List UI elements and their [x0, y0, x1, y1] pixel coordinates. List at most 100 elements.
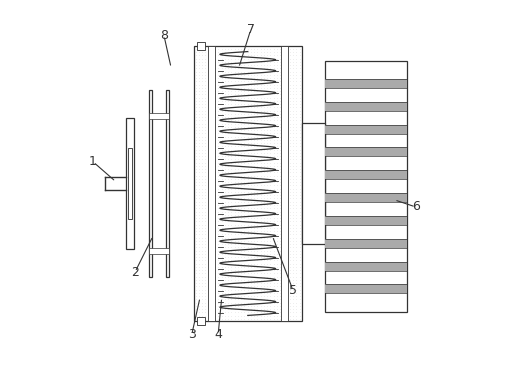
Point: [240, 300, 248, 306]
Point: [269, 222, 277, 228]
Point: [269, 143, 277, 149]
Point: [197, 143, 206, 149]
Point: [272, 241, 280, 247]
Point: [272, 267, 280, 273]
Point: [207, 95, 215, 101]
Point: [194, 179, 203, 185]
Point: [223, 88, 232, 94]
Point: [204, 75, 212, 81]
Point: [256, 137, 264, 143]
Point: [256, 283, 264, 289]
Point: [272, 101, 280, 107]
Point: [214, 114, 222, 120]
Point: [223, 166, 232, 172]
Point: [207, 101, 215, 107]
Point: [263, 257, 271, 263]
Point: [227, 137, 235, 143]
Point: [201, 105, 209, 110]
Point: [272, 179, 280, 185]
Point: [275, 111, 284, 117]
Point: [289, 56, 297, 62]
Point: [214, 59, 222, 65]
Point: [269, 228, 277, 234]
Point: [217, 46, 225, 52]
Point: [214, 222, 222, 228]
Point: [201, 225, 209, 231]
Point: [259, 297, 267, 302]
Point: [211, 56, 219, 62]
Point: [282, 69, 290, 75]
Point: [194, 306, 203, 312]
Point: [279, 238, 287, 244]
Point: [249, 75, 258, 81]
Point: [223, 297, 232, 302]
Point: [295, 303, 303, 309]
Point: [204, 202, 212, 208]
Point: [243, 215, 251, 221]
Point: [295, 95, 303, 101]
Point: [204, 127, 212, 133]
Point: [201, 251, 209, 257]
Point: [289, 163, 297, 169]
Point: [237, 313, 245, 319]
Point: [237, 111, 245, 117]
Point: [211, 254, 219, 260]
Point: [197, 235, 206, 240]
Point: [214, 69, 222, 75]
Point: [295, 143, 303, 149]
Point: [263, 124, 271, 130]
Point: [217, 303, 225, 309]
Point: [263, 189, 271, 195]
Point: [269, 72, 277, 78]
Point: [211, 82, 219, 88]
Point: [253, 56, 261, 62]
Point: [237, 79, 245, 84]
Point: [197, 140, 206, 146]
Point: [227, 199, 235, 205]
Point: [263, 215, 271, 221]
Point: [217, 147, 225, 153]
Point: [263, 264, 271, 270]
Point: [201, 290, 209, 296]
Point: [237, 173, 245, 179]
Point: [285, 267, 293, 273]
Point: [249, 105, 258, 110]
Point: [211, 166, 219, 172]
Point: [230, 231, 238, 237]
Point: [275, 225, 284, 231]
Point: [194, 218, 203, 224]
Point: [227, 82, 235, 88]
Point: [275, 69, 284, 75]
Point: [194, 85, 203, 91]
Point: [292, 179, 300, 185]
Point: [249, 306, 258, 312]
Point: [279, 208, 287, 214]
Point: [243, 270, 251, 276]
Point: [253, 75, 261, 81]
Point: [197, 62, 206, 68]
Point: [246, 108, 254, 114]
Point: [214, 124, 222, 130]
Point: [207, 176, 215, 182]
Point: [223, 309, 232, 315]
Point: [246, 261, 254, 266]
Point: [217, 313, 225, 319]
Point: [191, 205, 199, 211]
Point: [269, 101, 277, 107]
Point: [246, 218, 254, 224]
Point: [211, 257, 219, 263]
Point: [237, 235, 245, 240]
Point: [237, 91, 245, 97]
Point: [217, 105, 225, 110]
Point: [233, 46, 241, 52]
Point: [259, 309, 267, 315]
Point: [191, 134, 199, 139]
Point: [272, 303, 280, 309]
Point: [292, 121, 300, 127]
Point: [201, 56, 209, 62]
Point: [259, 267, 267, 273]
Point: [237, 176, 245, 182]
Point: [240, 59, 248, 65]
Point: [220, 170, 229, 175]
Point: [204, 254, 212, 260]
